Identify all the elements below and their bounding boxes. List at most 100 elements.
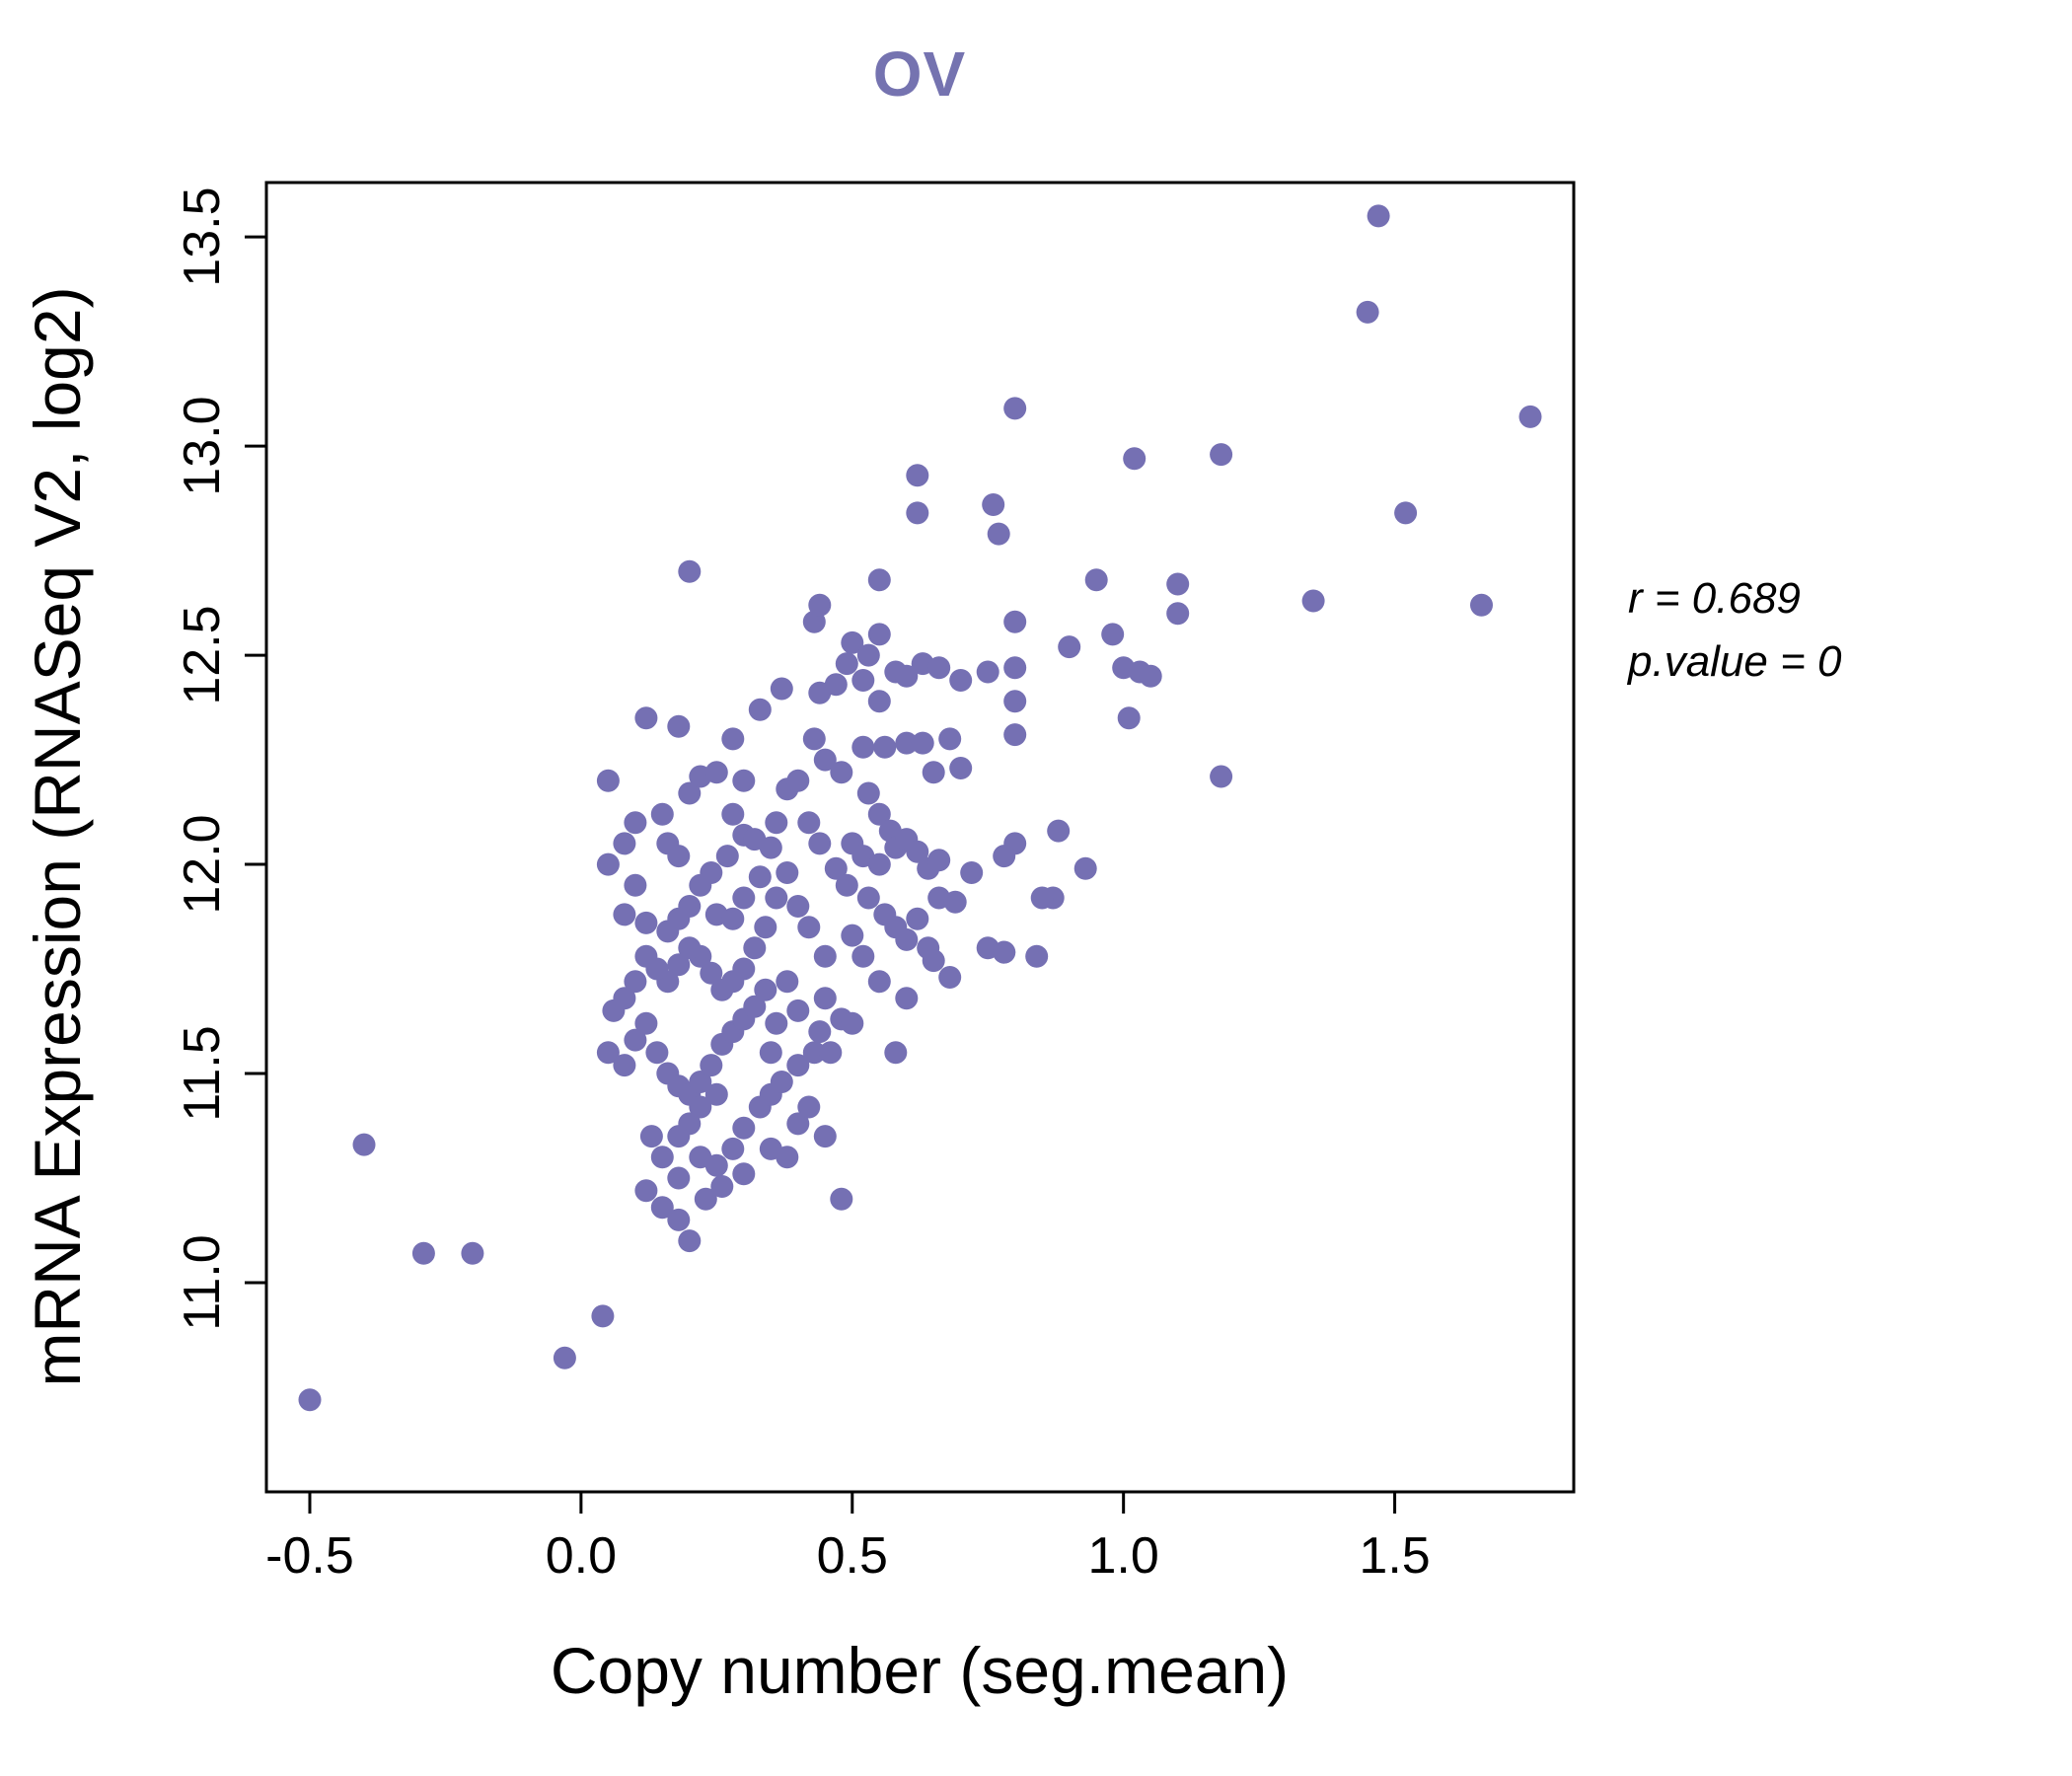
data-point (1003, 656, 1027, 680)
data-point (634, 944, 658, 968)
data-point (884, 1041, 908, 1065)
x-tick-label: 1.0 (1088, 1527, 1159, 1585)
y-tick-label: 12.5 (174, 605, 231, 704)
r-value-text: r = 0.689 (1628, 574, 1801, 623)
data-point (982, 493, 1005, 516)
data-point (461, 1241, 484, 1265)
data-point (867, 690, 891, 713)
data-point (656, 920, 680, 943)
data-point (1073, 856, 1097, 880)
x-axis-label: Copy number (seg.mean) (550, 1634, 1290, 1707)
data-point (689, 1095, 712, 1119)
data-point (922, 761, 945, 784)
data-point (1210, 443, 1233, 467)
data-point (786, 895, 810, 918)
data-point (748, 698, 772, 721)
data-point (694, 1187, 717, 1211)
data-point (715, 845, 739, 868)
data-point (797, 1095, 821, 1119)
data-point (1123, 447, 1147, 471)
data-point (732, 886, 756, 910)
data-point (596, 1041, 620, 1065)
data-point (700, 1054, 723, 1077)
data-point (895, 987, 919, 1010)
data-point (732, 769, 756, 792)
data-point (650, 1196, 674, 1220)
x-tick-label: 0.5 (817, 1527, 888, 1585)
data-point (667, 1125, 691, 1148)
data-point (704, 761, 728, 784)
data-point (721, 727, 745, 751)
data-point (938, 966, 962, 989)
data-point (841, 1011, 864, 1035)
data-point (721, 802, 745, 826)
data-point (765, 1011, 788, 1035)
data-point (927, 656, 951, 680)
data-point (1210, 765, 1233, 788)
data-point (704, 1153, 728, 1177)
data-point (704, 1082, 728, 1106)
data-point (813, 944, 837, 968)
x-tick-label: -0.5 (265, 1527, 354, 1585)
data-point (776, 1146, 799, 1169)
data-point (906, 907, 929, 930)
data-point (993, 845, 1016, 868)
chart-title: OV (872, 38, 967, 110)
data-point (949, 669, 973, 692)
data-point (667, 1166, 691, 1190)
data-point (867, 852, 891, 876)
data-point (841, 924, 864, 947)
data-point (786, 769, 810, 792)
data-point (824, 673, 848, 697)
data-point (776, 970, 799, 994)
data-point (786, 1054, 810, 1077)
data-point (797, 811, 821, 835)
plot-border (264, 181, 1576, 1494)
data-point (835, 652, 858, 676)
data-point (596, 769, 620, 792)
data-point (645, 1041, 669, 1065)
data-point (1030, 886, 1054, 910)
data-point (808, 593, 832, 617)
data-point (943, 890, 967, 914)
data-point (851, 669, 875, 692)
data-point (754, 978, 777, 1001)
data-point (895, 731, 919, 755)
x-tick-label: 0.0 (546, 1527, 617, 1585)
p-value-text: p.value = 0 (1628, 636, 1842, 686)
data-point (906, 501, 929, 525)
data-point (813, 1125, 837, 1148)
data-point (639, 1125, 663, 1148)
data-point (1117, 706, 1141, 730)
data-point (770, 1071, 793, 1093)
data-point (851, 735, 875, 759)
data-point (732, 1116, 756, 1140)
data-point (667, 1208, 691, 1231)
data-point (819, 1041, 843, 1065)
data-point (867, 568, 891, 592)
data-point (911, 731, 934, 755)
data-point (765, 811, 788, 835)
data-point (298, 1388, 322, 1412)
data-point (624, 811, 647, 835)
data-point (830, 1187, 853, 1211)
data-point (591, 1304, 615, 1328)
data-point (776, 861, 799, 884)
y-tick-label: 13.0 (174, 396, 231, 495)
data-point (841, 630, 864, 654)
data-point (1166, 602, 1190, 626)
data-point (867, 970, 891, 994)
data-point (667, 845, 691, 868)
data-point (851, 944, 875, 968)
data-point (667, 714, 691, 738)
data-point (1003, 690, 1027, 713)
data-point (808, 1020, 832, 1044)
data-point (922, 949, 945, 973)
data-point (987, 522, 1010, 546)
data-point (613, 832, 636, 855)
data-point (993, 940, 1016, 964)
data-point (759, 1041, 782, 1065)
data-point (700, 961, 723, 985)
